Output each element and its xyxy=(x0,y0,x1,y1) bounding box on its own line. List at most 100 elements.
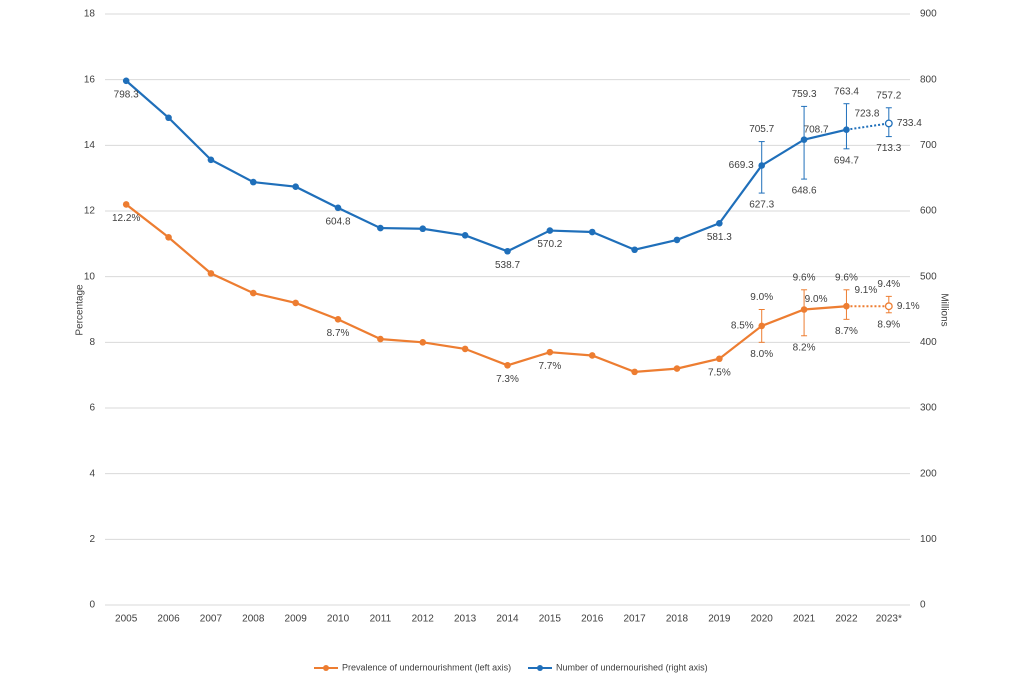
y-axis-title: Percentage xyxy=(75,284,86,336)
point xyxy=(800,306,808,313)
series-line xyxy=(125,79,847,253)
point xyxy=(588,352,596,359)
point xyxy=(249,178,257,186)
point xyxy=(884,302,893,311)
y-tick-label: 12 xyxy=(84,206,96,217)
error-upper-label: 9.4% xyxy=(877,279,900,290)
point xyxy=(758,322,766,330)
y-tick-label: 14 xyxy=(84,140,96,151)
point xyxy=(631,246,638,254)
y-tick-label: 18 xyxy=(84,9,96,20)
error-lower-label: 8.0% xyxy=(750,349,773,360)
x-tick-label: 2014 xyxy=(496,614,519,625)
y-tick-label: 2 xyxy=(89,534,95,545)
x-tick-label: 2016 xyxy=(581,614,604,625)
point xyxy=(377,224,384,232)
x-tick-label: 2013 xyxy=(454,614,477,625)
error-lower-label: 713.3 xyxy=(876,143,901,154)
y-tick-label: 8 xyxy=(89,337,95,348)
y2-tick-label: 400 xyxy=(920,337,937,348)
point xyxy=(884,119,893,128)
error-upper-label: 705.7 xyxy=(749,124,774,135)
error-lower-label: 694.7 xyxy=(834,155,859,166)
point xyxy=(165,233,172,241)
point xyxy=(377,335,384,343)
value-label: 581.3 xyxy=(707,232,732,243)
value-label: 8.5% xyxy=(731,321,754,332)
point xyxy=(716,219,723,227)
point xyxy=(461,231,469,239)
x-tick-label: 2011 xyxy=(370,614,392,625)
point xyxy=(249,289,257,297)
value-label: 604.8 xyxy=(326,216,351,227)
point xyxy=(758,162,766,169)
point xyxy=(334,316,342,323)
value-label: 12.2% xyxy=(112,213,140,224)
point xyxy=(546,348,554,356)
point xyxy=(673,365,681,372)
x-tick-label: 2022 xyxy=(835,614,858,625)
y-tick-label: 10 xyxy=(84,271,96,282)
point xyxy=(546,227,554,234)
y-tick-label: 4 xyxy=(89,468,95,479)
x-tick-label: 2017 xyxy=(623,614,646,625)
value-label: 669.3 xyxy=(729,160,754,171)
error-lower-label: 8.9% xyxy=(877,319,900,330)
point xyxy=(419,339,427,346)
value-label: 7.3% xyxy=(496,374,519,385)
value-label: 7.7% xyxy=(538,361,561,372)
value-label: 7.5% xyxy=(708,367,731,378)
x-tick-label: 2012 xyxy=(412,614,435,625)
point xyxy=(843,126,850,134)
series-line xyxy=(125,203,847,373)
point xyxy=(716,355,723,363)
x-tick-label: 2005 xyxy=(115,614,138,625)
y2-tick-label: 700 xyxy=(920,140,937,151)
error-upper-label: 757.2 xyxy=(876,90,901,101)
value-label: 9.1% xyxy=(854,285,877,296)
error-upper-label: 9.6% xyxy=(835,272,858,283)
error-upper-label: 9.6% xyxy=(793,272,816,283)
point xyxy=(843,302,850,310)
value-label: 798.3 xyxy=(114,89,139,100)
value-label: 733.4 xyxy=(897,118,922,129)
x-tick-label: 2018 xyxy=(666,614,689,625)
legend-marker xyxy=(537,665,543,671)
x-tick-label: 2009 xyxy=(285,614,308,625)
value-label: 570.2 xyxy=(537,239,562,250)
y-tick-label: 16 xyxy=(84,74,96,85)
x-tick-label: 2007 xyxy=(200,614,223,625)
x-tick-label: 2008 xyxy=(242,614,265,625)
point xyxy=(207,156,215,164)
error-upper-label: 9.0% xyxy=(750,292,773,303)
legend-marker xyxy=(323,665,329,671)
y2-tick-label: 0 xyxy=(920,600,926,611)
y-tick-label: 6 xyxy=(89,403,95,414)
x-tick-label: 2023* xyxy=(876,614,902,625)
y2-tick-label: 100 xyxy=(920,534,937,545)
point xyxy=(800,136,808,143)
y2-tick-label: 600 xyxy=(920,206,937,217)
point xyxy=(122,201,130,208)
y-tick-label: 0 xyxy=(89,600,95,611)
value-label: 708.7 xyxy=(804,124,829,135)
point xyxy=(631,368,638,376)
point xyxy=(588,228,596,236)
value-label: 8.7% xyxy=(327,328,350,339)
point xyxy=(292,183,299,191)
y2-tick-label: 300 xyxy=(920,403,937,414)
error-lower-label: 8.2% xyxy=(793,342,816,353)
legend-label: Prevalence of undernourishment (left axi… xyxy=(342,662,511,672)
x-tick-label: 2019 xyxy=(708,614,731,625)
x-tick-label: 2010 xyxy=(327,614,350,625)
y2-tick-label: 900 xyxy=(920,9,937,20)
error-upper-label: 759.3 xyxy=(792,89,817,100)
value-label: 9.1% xyxy=(897,301,920,312)
point xyxy=(419,225,427,233)
x-tick-label: 2020 xyxy=(751,614,774,625)
y2-tick-label: 200 xyxy=(920,468,937,479)
y2-axis-title: Millions xyxy=(938,293,949,326)
x-tick-label: 2015 xyxy=(539,614,562,625)
projected-line xyxy=(846,122,889,131)
